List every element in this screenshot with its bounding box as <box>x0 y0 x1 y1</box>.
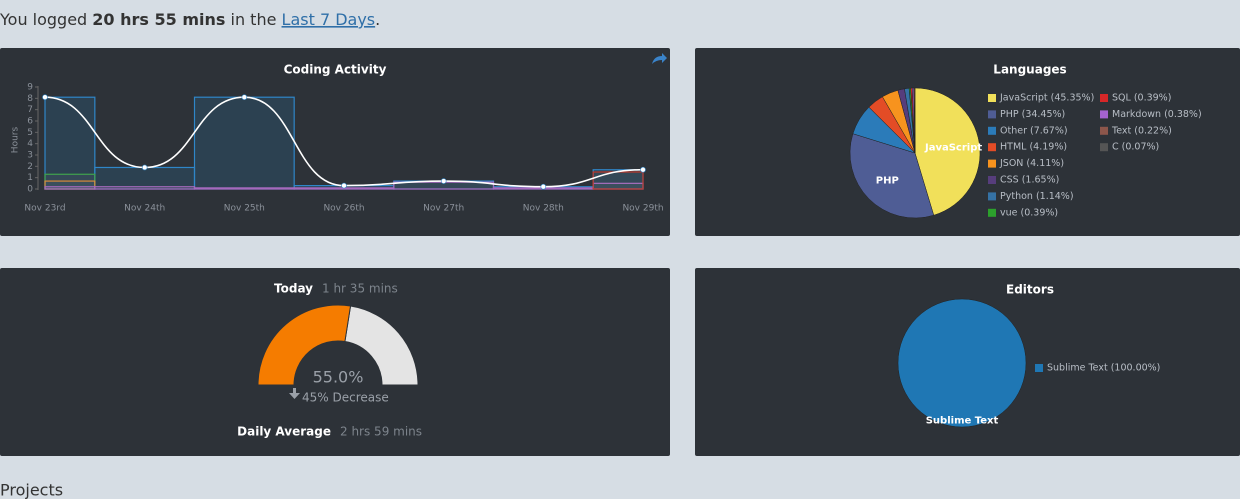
legend-label: JavaScript (45.35%) <box>999 93 1094 104</box>
y-tick-label: 0 <box>27 185 33 195</box>
bar <box>94 166 196 190</box>
point <box>141 164 148 171</box>
today-value: 1 hr 35 mins <box>322 282 398 296</box>
y-tick-label: 2 <box>27 162 33 172</box>
point <box>241 94 248 100</box>
bar <box>592 171 644 190</box>
average-value: 2 hrs 59 mins <box>340 425 422 439</box>
x-tick-label: Nov 27th <box>423 204 464 214</box>
legend-label: CSS (1.65%) <box>1000 175 1059 186</box>
today-label: Today <box>274 282 313 296</box>
legend-swatch <box>1100 110 1108 119</box>
slice-label: Sublime Text <box>926 416 999 427</box>
summary: You logged 20 hrs 55 mins in the Last 7 … <box>0 10 380 29</box>
gauge-value: 55.0% <box>313 368 364 387</box>
legend-label: SQL (0.39%) <box>1112 93 1171 104</box>
down-arrow <box>289 388 300 399</box>
legend-swatch <box>988 208 996 217</box>
gauge-track <box>344 305 419 386</box>
legend-label: Sublime Text (100.00%) <box>1047 363 1160 374</box>
y-tick-label: 8 <box>27 94 33 104</box>
legend-label: Text (0.22%) <box>1111 125 1172 136</box>
period-link[interactable]: Last 7 Days <box>282 10 376 29</box>
x-tick-label: Nov 25th <box>224 204 265 214</box>
y-tick-label: 4 <box>27 139 33 149</box>
share-icon[interactable] <box>652 53 667 64</box>
legend-swatch <box>988 192 996 201</box>
point <box>440 178 447 184</box>
chart-title: Languages <box>993 63 1066 77</box>
legend-label: PHP (34.45%) <box>1000 109 1065 120</box>
legend-swatch <box>988 159 996 168</box>
legend-swatch <box>988 126 996 135</box>
summary-middle: in the <box>225 10 281 29</box>
point <box>540 183 547 190</box>
chart-title: Coding Activity <box>284 63 387 77</box>
section-title: Projects <box>0 481 63 499</box>
legend-label: Other (7.67%) <box>1000 125 1068 136</box>
point <box>341 182 347 189</box>
average-label: Daily Average <box>237 425 331 439</box>
bar <box>44 186 96 190</box>
x-tick-label: Nov 23rd <box>24 204 65 214</box>
y-tick-label: 5 <box>27 128 33 138</box>
y-tick-label: 3 <box>27 151 33 161</box>
slice-label: PHP <box>876 175 899 186</box>
gauge-value <box>257 304 352 386</box>
summary-total: 20 hrs 55 mins <box>92 10 225 29</box>
point <box>640 166 646 173</box>
chart-title: Editors <box>1006 283 1054 297</box>
legend-swatch <box>1100 143 1108 152</box>
slice <box>897 298 1027 428</box>
summary-suffix: . <box>375 10 380 29</box>
legend-swatch <box>1100 94 1108 102</box>
x-tick-label: Nov 24th <box>124 204 165 214</box>
y-tick-label: 9 <box>27 83 33 93</box>
x-tick-label: Nov 29th <box>622 204 663 214</box>
point <box>42 94 48 100</box>
legend-label: HTML (4.19%) <box>1000 142 1067 153</box>
legend-swatch <box>1035 364 1043 372</box>
y-tick-label: 6 <box>27 117 33 127</box>
slice-label: JavaScript <box>924 142 982 153</box>
legend-swatch <box>988 176 996 184</box>
legend-label: Markdown (0.38%) <box>1112 109 1202 120</box>
panel <box>0 268 670 456</box>
legend-label: JSON (4.11%) <box>999 158 1064 169</box>
slice <box>849 133 935 219</box>
summary-prefix: You logged <box>0 10 92 29</box>
y-axis-label: Hours <box>11 127 21 154</box>
legend-swatch <box>988 110 996 119</box>
y-tick-label: 7 <box>27 105 33 115</box>
x-tick-label: Nov 26th <box>323 204 364 214</box>
bar <box>94 186 196 190</box>
y-tick-label: 1 <box>27 173 33 183</box>
x-tick-label: Nov 28th <box>523 204 564 214</box>
legend-swatch <box>1100 126 1108 135</box>
bar <box>193 187 295 190</box>
change: 45% Decrease <box>302 391 389 405</box>
slice <box>914 87 981 216</box>
bar <box>193 96 295 190</box>
legend-swatch <box>988 94 996 102</box>
legend-label: vue (0.39%) <box>1000 207 1058 218</box>
legend-label: Python (1.14%) <box>1000 191 1074 202</box>
legend-label: C (0.07%) <box>1112 142 1159 153</box>
legend-swatch <box>988 143 996 152</box>
line <box>44 96 644 188</box>
